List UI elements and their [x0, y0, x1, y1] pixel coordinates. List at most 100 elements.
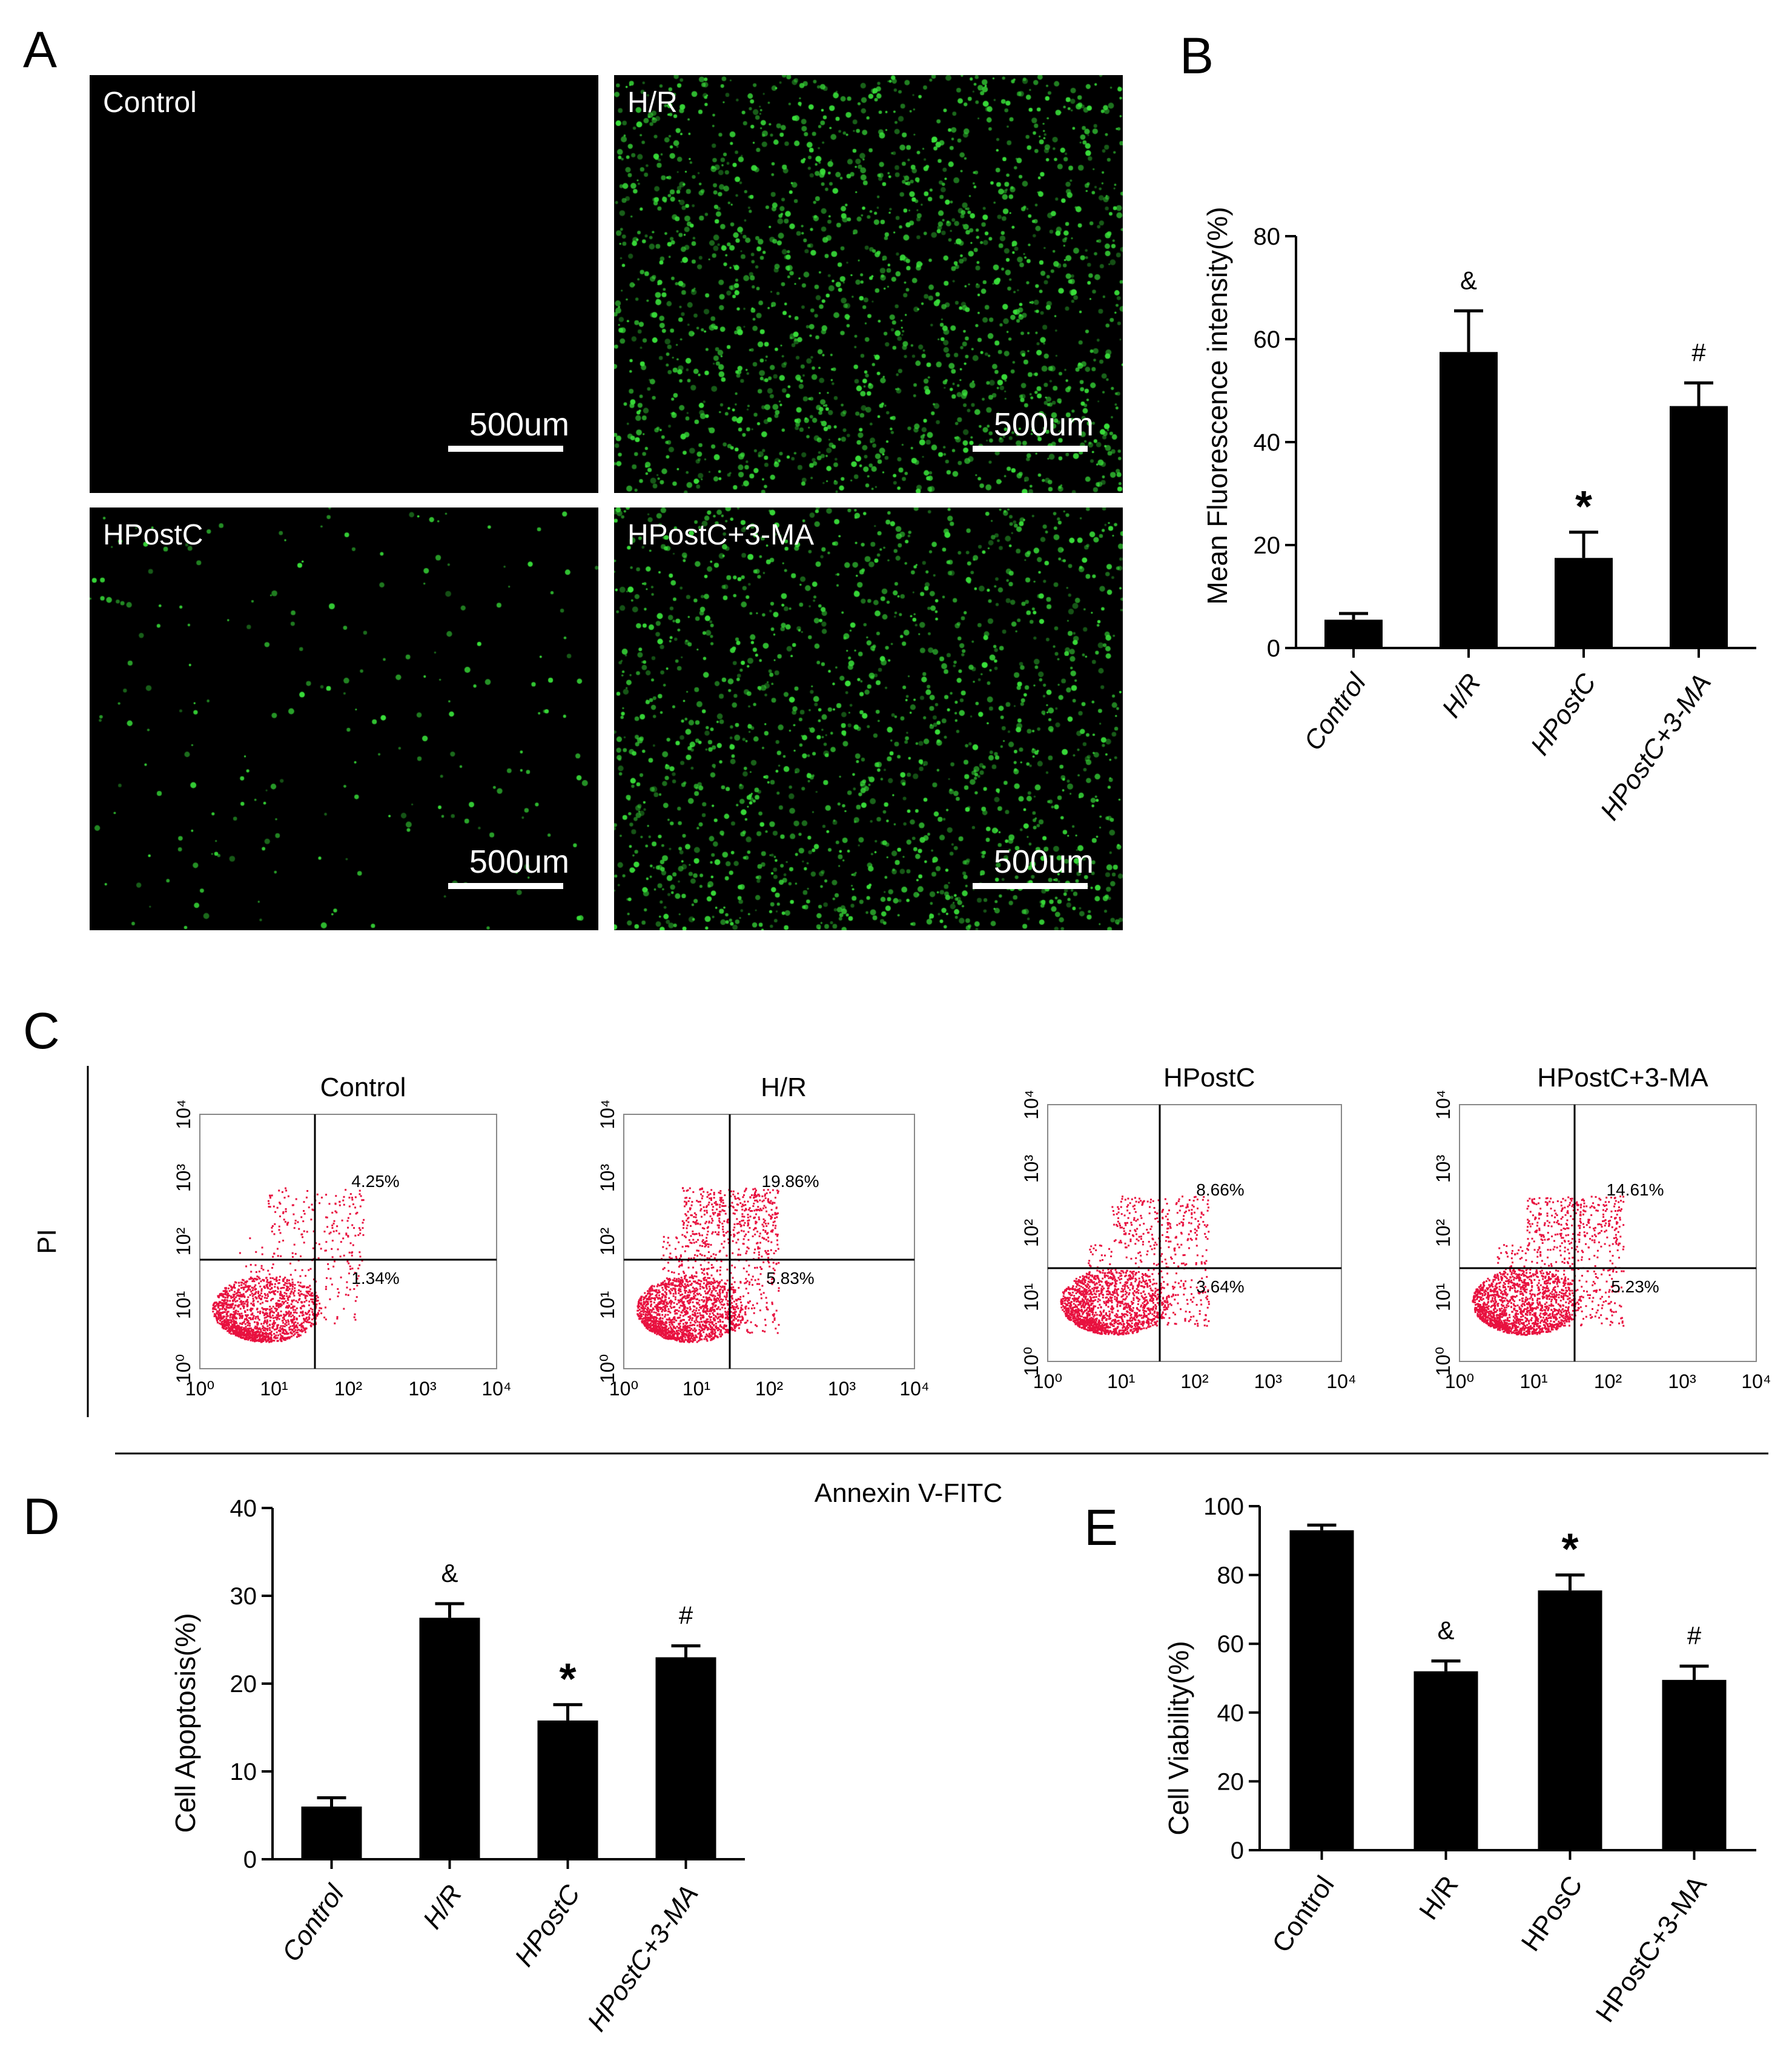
scatter-point	[704, 1321, 706, 1324]
scatter-point	[282, 1297, 285, 1300]
scatter-point	[259, 1285, 262, 1288]
scatter-point	[755, 1213, 758, 1215]
scatter-point	[711, 1323, 713, 1325]
scatter-point	[298, 1285, 300, 1287]
scatter-point	[1093, 1331, 1095, 1334]
scatter-point	[733, 1311, 736, 1313]
scatter-point	[291, 1318, 294, 1321]
scatter-point	[257, 1334, 260, 1336]
scatter-point	[270, 1299, 273, 1301]
scatter-point	[1086, 1329, 1089, 1332]
scatter-point	[646, 1308, 648, 1311]
scatter-point	[722, 1202, 724, 1204]
scatter-point	[1126, 1328, 1128, 1331]
scatter-point	[762, 1199, 765, 1202]
scatter-point	[1069, 1292, 1071, 1294]
scatter-point	[758, 1247, 761, 1249]
scatter-point	[704, 1245, 706, 1248]
scatter-point	[232, 1315, 234, 1317]
scatter-point	[665, 1337, 667, 1340]
scatter-point	[305, 1312, 307, 1314]
scatter-point	[668, 1297, 670, 1300]
scatter-point	[269, 1320, 271, 1322]
scatter-point	[730, 1301, 733, 1304]
scatter-point	[773, 1317, 776, 1320]
scatter-point	[249, 1317, 251, 1319]
scatter-point	[700, 1307, 703, 1309]
scatter-point	[724, 1194, 726, 1197]
scatter-point	[743, 1215, 746, 1218]
scatter-point	[220, 1312, 222, 1314]
scatter-point	[650, 1305, 652, 1308]
scatter-point	[253, 1304, 255, 1307]
scatter-point	[699, 1333, 702, 1335]
scatter-point	[679, 1328, 682, 1331]
scatter-point	[242, 1294, 244, 1296]
scatter-point	[749, 1281, 751, 1283]
scatter-point	[731, 1320, 733, 1323]
scatter-point	[302, 1220, 305, 1223]
scatter-point	[701, 1240, 704, 1243]
scatter-point	[235, 1309, 237, 1312]
scatter-point	[251, 1277, 253, 1280]
scatter-point	[282, 1338, 285, 1340]
scatter-point	[282, 1303, 285, 1305]
scatter-point	[306, 1231, 308, 1233]
scatter-point	[1105, 1332, 1107, 1335]
scatter-point	[644, 1314, 647, 1317]
scatter-point	[1123, 1288, 1126, 1290]
scatter-point	[292, 1314, 294, 1317]
scatter-point	[353, 1316, 355, 1318]
scatter-point	[260, 1292, 262, 1295]
scatter-point	[660, 1320, 662, 1322]
scatter-point	[1098, 1319, 1100, 1321]
scatter-point	[751, 1331, 753, 1334]
scatter-point	[286, 1222, 288, 1225]
scatter-point	[705, 1304, 707, 1306]
scatter-point	[256, 1337, 259, 1339]
scatter-point	[297, 1301, 299, 1303]
scatter-point	[707, 1262, 710, 1264]
scatter-point	[712, 1281, 714, 1284]
scatter-point	[1077, 1321, 1080, 1323]
scatter-point	[1110, 1269, 1113, 1272]
scatter-point	[685, 1325, 687, 1328]
scatter-point	[672, 1329, 674, 1332]
scatter-point	[306, 1319, 309, 1321]
scatter-point	[731, 1202, 733, 1204]
scatter-point	[266, 1328, 269, 1330]
scatter-point	[306, 1190, 309, 1192]
scatter-point	[733, 1312, 735, 1314]
scatter-point	[216, 1303, 219, 1305]
scatter-point	[250, 1277, 252, 1280]
scatter-point	[685, 1312, 687, 1314]
scatter-point	[662, 1283, 664, 1286]
scatter-point	[695, 1289, 698, 1292]
scatter-point	[696, 1222, 699, 1225]
micrograph-control: Control 500um	[90, 75, 598, 493]
scatter-point	[669, 1291, 671, 1293]
scatter-point	[1077, 1304, 1080, 1306]
scatter-point	[717, 1294, 719, 1297]
scatter-point	[727, 1238, 730, 1240]
scatter-point	[1070, 1308, 1072, 1310]
scatter-point	[758, 1254, 760, 1256]
scatter-point	[336, 1225, 339, 1228]
scatter-point	[644, 1317, 646, 1320]
scatter-point	[767, 1280, 769, 1283]
scatter-point	[718, 1234, 720, 1236]
scatter-point	[234, 1304, 237, 1307]
scatter-point	[707, 1246, 710, 1248]
scatter-point	[659, 1317, 661, 1320]
scatter-point	[270, 1337, 273, 1339]
scatter-point	[684, 1236, 687, 1238]
scatter-point	[652, 1308, 655, 1311]
scatter-point	[741, 1318, 744, 1321]
scatter-point	[747, 1220, 749, 1222]
scatter-point	[233, 1308, 235, 1310]
scatter-point	[300, 1326, 303, 1328]
scatter-point	[334, 1210, 337, 1212]
scatter-point	[267, 1338, 269, 1340]
scatter-point	[773, 1272, 775, 1275]
scatter-point	[640, 1313, 642, 1315]
